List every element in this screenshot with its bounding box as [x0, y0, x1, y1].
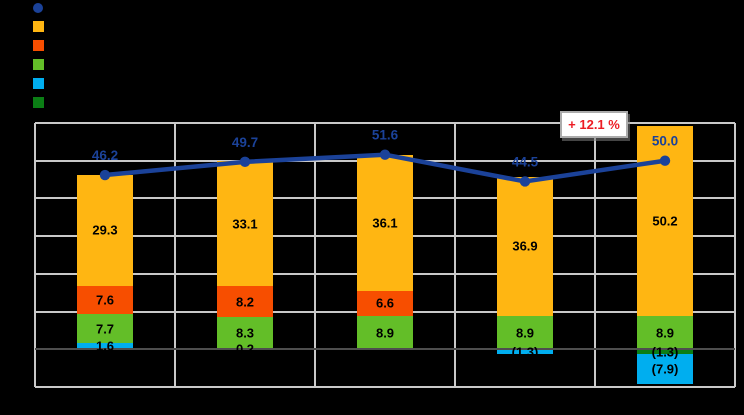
legend-item-red — [33, 40, 50, 51]
v-gridline — [454, 123, 456, 387]
bar-segment-label: 6.6 — [375, 295, 395, 311]
bar-segment-label: 8.9 — [515, 325, 535, 340]
growth-annotation-text: + 12.1 % — [568, 117, 620, 132]
legend-item-orange — [33, 21, 50, 32]
bar-segment-cyan — [497, 349, 553, 355]
bar-segment-label: 7.6 — [95, 292, 115, 308]
bar-segment-label: 36.1 — [372, 215, 398, 231]
bar-segment-label: 29.3 — [92, 222, 118, 238]
bar-segment-green — [217, 317, 273, 349]
line-value-label: 44.5 — [512, 154, 539, 169]
line-value-label: 46.2 — [92, 148, 118, 163]
legend-item-line — [33, 2, 50, 13]
line-marker-icon — [379, 149, 391, 160]
bar-segment-label: 1.6 — [95, 338, 115, 354]
bar-segment-cyan — [77, 343, 133, 350]
bar-segment-label: 8.9 — [375, 325, 395, 340]
zero-axis-line — [35, 348, 735, 351]
legend-swatch-cyan-icon — [33, 78, 44, 89]
bar-segment-cyan — [637, 354, 693, 384]
chart-legend — [33, 2, 50, 108]
bar-segment-orange — [497, 176, 553, 316]
bar-segment-orange — [77, 175, 133, 286]
bar-segment-label: (1.3) — [651, 344, 679, 360]
bar-segment-green — [637, 315, 693, 350]
legend-item-dark-green — [33, 97, 50, 108]
h-gridline — [35, 122, 735, 124]
v-gridline — [594, 123, 596, 387]
legend-swatch-green-icon — [33, 59, 44, 70]
bar-segment-label: (1.3) — [511, 344, 539, 360]
bar-segment-dark-green — [637, 349, 693, 355]
growth-annotation-box: + 12.1 % — [560, 111, 628, 138]
legend-swatch-line-icon — [33, 2, 43, 13]
bar-segment-red — [217, 286, 273, 318]
bar-segment-red — [357, 290, 413, 316]
v-gridline — [734, 123, 736, 387]
bar-segment-orange — [357, 154, 413, 291]
line-value-label: 49.7 — [232, 135, 258, 150]
line-marker-icon — [99, 169, 111, 181]
legend-item-cyan — [33, 78, 50, 89]
plot-area: 1.6 7.7 7.6 29.3 0.2 8.3 8.2 33.1 8.9 6.6 36.1 (1.3… — [34, 122, 736, 388]
legend-swatch-red-icon — [33, 40, 44, 51]
line-marker-icon — [659, 155, 671, 166]
line-marker-icon — [519, 176, 531, 187]
bar-segment-label: 50.2 — [652, 213, 678, 229]
v-gridline — [174, 123, 176, 387]
bar-segment-label: 7.7 — [95, 321, 115, 337]
bar-segment-label: (7.9) — [651, 361, 679, 377]
bar-segment-label: 0.2 — [235, 341, 255, 357]
bar-segment-orange — [217, 161, 273, 287]
line-value-label: 50.0 — [652, 134, 678, 149]
line-marker-icon — [239, 156, 251, 168]
bar-segment-green — [497, 315, 553, 350]
bar-segment-label: 8.3 — [235, 325, 255, 341]
v-gridline — [314, 123, 316, 387]
bar-segment-label: 33.1 — [232, 216, 258, 232]
bar-segment-red — [77, 285, 133, 315]
bar-segment-green — [77, 314, 133, 344]
legend-swatch-dark-green-icon — [33, 97, 44, 108]
h-gridline — [35, 386, 735, 388]
trend-line-layer: 46.2 49.7 51.6 44.5 50.0 — [92, 128, 678, 187]
bar-segment-label: 8.9 — [655, 325, 675, 340]
bar-segment-green — [357, 315, 413, 350]
line-value-label: 51.6 — [372, 128, 399, 143]
v-gridline — [34, 123, 36, 387]
legend-item-green — [33, 59, 50, 70]
bar-segment-label: 36.9 — [512, 238, 538, 254]
bar-segment-label: 8.2 — [235, 294, 255, 310]
legend-swatch-orange-icon — [33, 21, 44, 32]
